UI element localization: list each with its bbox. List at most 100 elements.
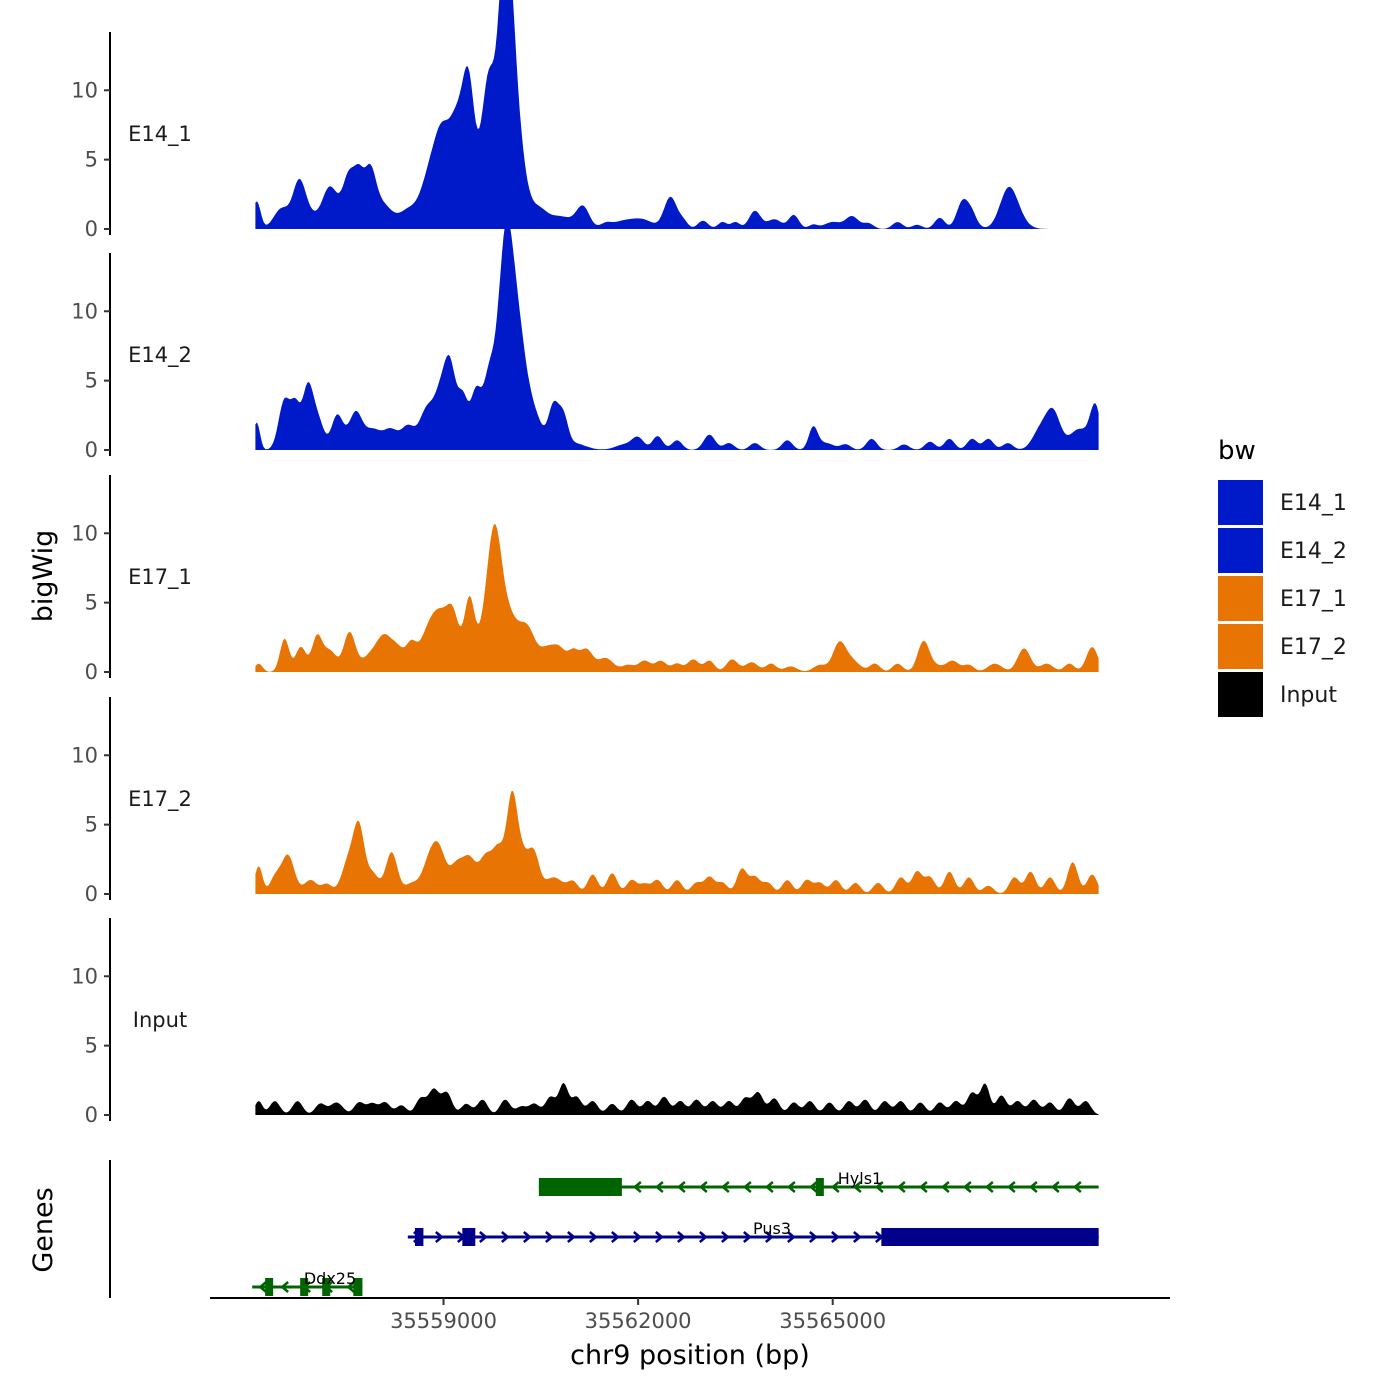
strand-arrow [896,1181,906,1193]
legend-label-Input: Input [1280,683,1337,708]
strand-arrow [830,1181,840,1193]
strand-arrow [435,1231,444,1243]
x-tick-label: 35559000 [390,1309,497,1333]
legend-title: bw [1218,436,1256,466]
strand-arrow [677,1231,686,1243]
y-tick-label: 0 [85,882,98,906]
y-tick-label: 5 [85,1034,98,1058]
x-axis-title: chr9 position (bp) [570,1340,810,1371]
track-label: E14_1 [128,122,192,147]
x-axis: 35559000 35562000 35565000 [210,1297,1170,1333]
track-label: Input [133,1008,187,1032]
track-label: E14_2 [128,343,192,368]
signal-area-Input [255,1082,1099,1115]
signal-tracks: 0 5 10 E14_1 0 5 10 E14_2 0 5 10 E17_1 0 5 10 E17_2 0 5 10… [71,0,1099,1127]
y-tick-label: 5 [85,369,98,393]
signal-area-E17_2 [255,790,1099,894]
y-tick-label: 0 [85,1103,98,1127]
legend: bw E14_1 E14_2 E17_1 E17_2 Input [1218,436,1347,717]
legend-label-E17_1: E17_1 [1280,587,1347,612]
gene-label: Pus3 [753,1219,791,1238]
strand-arrow [831,1231,840,1243]
y-tick-label: 10 [71,299,98,323]
strand-arrow [742,1181,752,1193]
legend-key-E17_1 [1218,576,1263,621]
y-tick-label: 10 [71,521,98,545]
legend-label-E14_2: E14_2 [1280,539,1347,564]
strand-arrow [632,1181,642,1193]
genes-axis-title: Genes [28,1187,59,1272]
legend-label-E17_2: E17_2 [1280,635,1347,660]
gene-cds-block [881,1228,1099,1246]
strand-arrow [743,1231,752,1243]
track-label: E17_2 [128,787,192,812]
strand-arrow [720,1181,730,1193]
strand-arrow [698,1181,708,1193]
y-tick-label: 10 [71,964,98,988]
y-tick-label: 0 [85,217,98,241]
strand-arrow [786,1181,796,1193]
strand-arrow [699,1231,708,1243]
track-Input: 0 5 10 Input [71,918,1099,1127]
gene-cds-block [538,1178,622,1196]
strand-arrow [721,1231,730,1243]
strand-arrow [808,1181,818,1193]
strand-arrow [633,1231,642,1243]
y-tick-label: 0 [85,438,98,462]
y-tick-label: 10 [71,743,98,767]
strand-arrow [501,1231,510,1243]
legend-key-E14_2 [1218,528,1263,573]
y-axis-title: bigWig [28,530,59,623]
strand-arrow [1028,1181,1038,1193]
gene-exon-block [462,1228,476,1246]
legend-label-E14_1: E14_1 [1280,491,1347,516]
strand-arrow [611,1231,620,1243]
legend-key-E17_2 [1218,624,1263,669]
strand-arrow [764,1181,774,1193]
x-tick-label: 35565000 [779,1309,886,1333]
legend-key-Input [1218,672,1263,717]
strand-arrow [280,1281,289,1293]
gene-exon-block [353,1278,363,1296]
signal-area-E17_1 [255,524,1099,672]
strand-arrow [809,1231,818,1243]
y-tick-label: 5 [85,148,98,172]
y-tick-label: 5 [85,813,98,837]
strand-arrow [918,1181,928,1193]
strand-arrow [984,1181,994,1193]
strand-arrow [346,1281,355,1293]
strand-arrow [787,1231,796,1243]
gene-label: Hyls1 [838,1169,882,1188]
y-tick-label: 0 [85,660,98,684]
strand-arrow [676,1181,686,1193]
strand-arrow [962,1181,972,1193]
track-E14_2: 0 5 10 E14_2 [71,218,1099,462]
strand-arrow [940,1181,950,1193]
strand-arrow [258,1281,267,1293]
track-label: E17_1 [128,565,192,590]
gene-Ddx25: Ddx25 [252,1269,363,1296]
gene-exon-block [322,1278,331,1296]
strand-arrow [655,1231,664,1243]
track-E14_1: 0 5 10 E14_1 [71,0,1099,241]
track-E17_1: 0 5 10 E17_1 [71,475,1099,684]
strand-arrow [1006,1181,1016,1193]
gene-Hyls1: Hyls1 [538,1169,1099,1196]
gene-exon-block [265,1278,274,1296]
strand-arrow [852,1181,862,1193]
strand-arrow [479,1231,488,1243]
strand-arrow [1072,1181,1082,1193]
track-E17_2: 0 5 10 E17_2 [71,697,1099,906]
strand-arrow [523,1231,532,1243]
signal-area-E14_1 [255,0,1099,229]
gene-exon-block [414,1228,424,1246]
strand-arrow [874,1181,884,1193]
y-tick-label: 5 [85,591,98,615]
strand-arrow [853,1231,862,1243]
strand-arrow [654,1181,664,1193]
y-tick-label: 10 [71,78,98,102]
gene-Pus3: Pus3 [407,1219,1099,1246]
gene-label: Ddx25 [304,1269,356,1288]
signal-area-E14_2 [255,218,1099,450]
